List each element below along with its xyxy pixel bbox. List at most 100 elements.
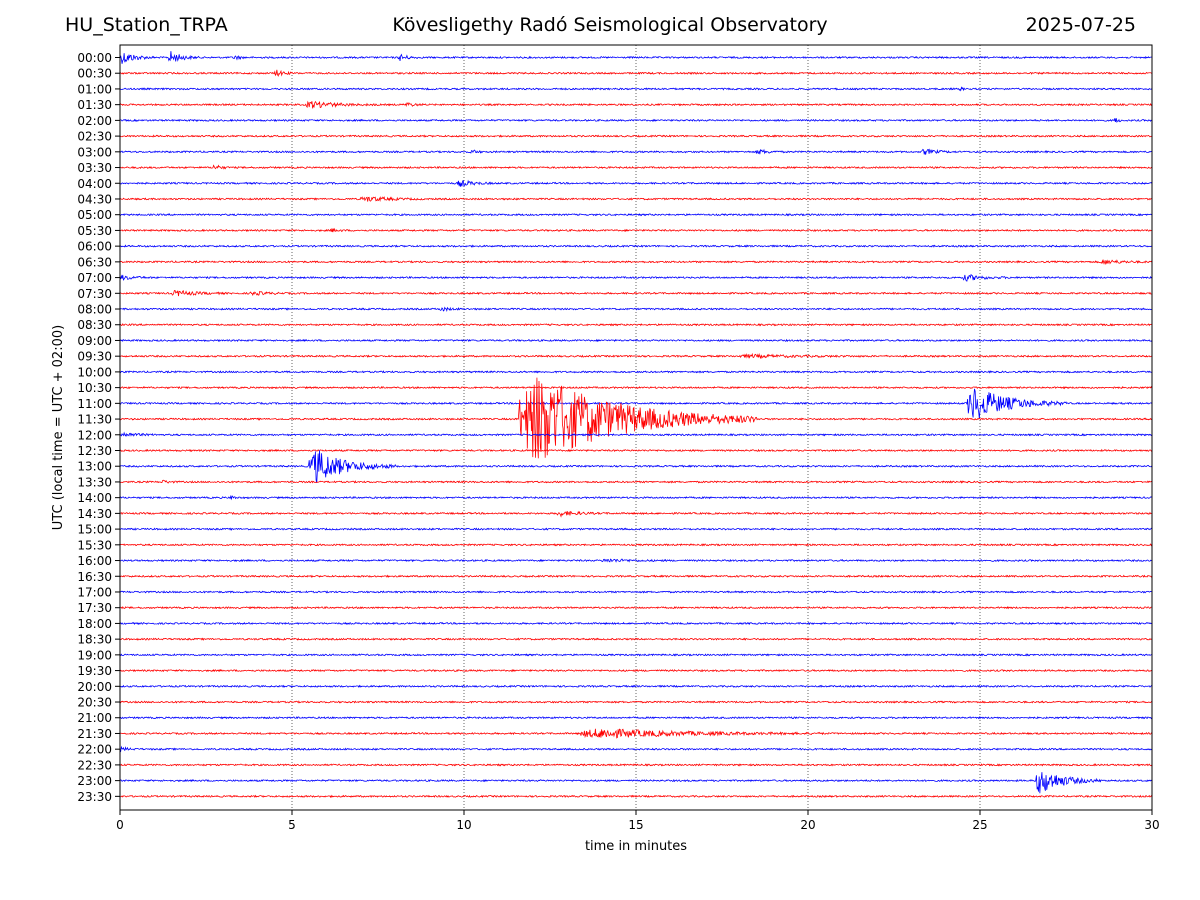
y-tick-label: 12:30 [77,444,112,458]
y-tick-label: 08:30 [77,318,112,332]
trace-row-1330 [119,479,1153,484]
y-tick-label: 22:30 [77,758,112,772]
trace-row-1030 [119,385,1153,390]
y-tick-label: 17:30 [77,601,112,615]
y-tick-label: 12:00 [77,428,112,442]
plot-frame [119,44,1153,811]
y-tick-label: 06:30 [77,255,112,269]
trace-row-1730 [119,605,1153,610]
y-tick-label: 04:30 [77,192,112,206]
seismic-traces [119,51,1153,799]
trace-row-2330 [119,794,1153,799]
x-tick-label: 30 [1144,818,1159,832]
y-tick-label: 23:30 [77,790,112,804]
trace-row-1230 [119,448,1153,453]
y-tick-label: 17:00 [77,585,112,599]
y-tick-label: 13:00 [77,460,112,474]
trace-row-1530 [119,543,1153,547]
y-tick-label: 06:00 [77,240,112,254]
trace-row-0500 [119,213,1153,217]
y-tick-label: 04:00 [77,177,112,191]
y-tick-label: 10:30 [77,381,112,395]
y-tick-label: 15:30 [77,538,112,552]
trace-row-1900 [119,653,1153,657]
y-tick-label: 16:30 [77,570,112,584]
y-tick-label: 11:30 [77,413,112,427]
y-tick-label: 14:00 [77,491,112,505]
trace-row-0330 [119,164,1153,170]
trace-row-0600 [119,244,1153,248]
trace-row-2200 [119,745,1153,753]
trace-row-0230 [119,134,1153,138]
y-tick-label: 21:30 [77,727,112,741]
y-tick-label: 10:00 [77,365,112,379]
trace-row-0130 [119,100,1153,109]
y-tick-label: 13:30 [77,475,112,489]
y-tick-label: 11:00 [77,397,112,411]
y-tick-label: 09:30 [77,350,112,364]
trace-row-1600 [119,558,1153,563]
trace-row-1400 [119,494,1153,501]
trace-row-0100 [119,86,1153,92]
y-tick-label: 00:00 [77,51,112,65]
trace-row-0700 [119,273,1153,282]
trace-row-1800 [119,621,1153,626]
trace-row-0530 [119,227,1153,233]
y-tick-label: 08:00 [77,303,112,317]
trace-row-0200 [119,118,1153,123]
trace-row-2100 [119,716,1153,720]
y-tick-label: 19:30 [77,664,112,678]
y-tick-label: 23:00 [77,774,112,788]
y-axis-label: UTC (local time = UTC + 02:00) [51,325,66,530]
trace-row-2030 [119,700,1153,704]
y-tick-label: 21:00 [77,711,112,725]
trace-row-0630 [119,259,1153,265]
trace-row-0830 [119,323,1153,327]
x-tick-label: 5 [288,818,296,832]
y-tick-label: 19:00 [77,648,112,662]
y-tick-label: 15:00 [77,523,112,537]
station-name: HU_Station_TRPA [65,14,228,36]
trace-row-0430 [119,196,1153,202]
y-tick-label: 07:30 [77,287,112,301]
y-tick-label: 07:00 [77,271,112,285]
y-tick-label: 01:00 [77,82,112,96]
grid-lines [291,45,981,810]
trace-row-1300 [119,450,1153,484]
trace-row-1430 [119,510,1153,518]
x-tick-label: 15 [628,818,643,832]
trace-row-1000 [119,370,1153,374]
trace-row-0900 [119,338,1153,343]
y-tick-label: 05:30 [77,224,112,238]
y-tick-label: 14:30 [77,507,112,521]
x-tick-label: 25 [972,818,987,832]
y-tick-label: 02:30 [77,130,112,144]
x-axis-label: time in minutes [585,839,687,854]
trace-row-1500 [119,527,1153,531]
trace-row-0030 [119,69,1153,77]
y-tick-label: 00:30 [77,67,112,81]
y-tick-label: 22:00 [77,743,112,757]
chart-date: 2025-07-25 [1025,14,1136,36]
y-tick-label: 20:30 [77,696,112,710]
y-tick-label: 03:30 [77,161,112,175]
trace-row-2000 [119,684,1152,689]
trace-row-1930 [119,668,1153,673]
x-tick-label: 10 [456,818,471,832]
x-tick-label: 0 [116,818,124,832]
x-tick-labels: 0 5 10 15 20 25 30 [116,810,1160,832]
trace-row-1830 [119,637,1153,641]
chart-title: Kövesligethy Radó Seismological Observat… [392,14,828,36]
y-tick-label: 01:30 [77,98,112,112]
trace-row-2300 [119,772,1153,794]
y-tick-label: 16:00 [77,554,112,568]
y-tick-label: 05:00 [77,208,112,222]
trace-row-0730 [119,289,1153,297]
trace-row-1200 [119,431,1153,437]
y-tick-label: 03:00 [77,145,112,159]
trace-row-0800 [119,306,1153,312]
y-tick-label: 09:00 [77,334,112,348]
y-tick-label: 18:00 [77,617,112,631]
